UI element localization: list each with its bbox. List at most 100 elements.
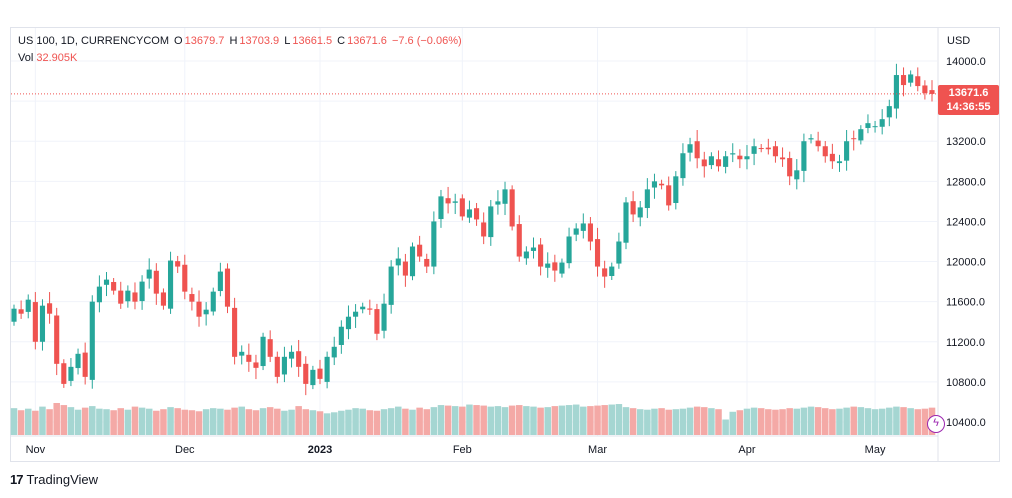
- candle-body: [189, 294, 195, 302]
- chart-frame[interactable]: [10, 27, 1000, 462]
- volume-bar: [878, 408, 886, 435]
- x-tick-label: Apr: [738, 444, 755, 456]
- volume-bar: [53, 403, 60, 435]
- volume-bar: [636, 409, 644, 435]
- open-value: 13679.7: [184, 35, 225, 47]
- candle-body: [815, 140, 821, 147]
- candle-body: [260, 336, 266, 367]
- volume-bar: [793, 408, 801, 435]
- candle-body: [552, 262, 558, 271]
- x-tick-label: May: [865, 444, 886, 456]
- candle-body: [723, 156, 729, 167]
- candle-body: [922, 85, 928, 94]
- candle-body: [851, 138, 857, 140]
- candle-body: [908, 74, 914, 83]
- candle-body: [829, 153, 835, 162]
- volume-bar: [722, 419, 729, 435]
- candle-body: [210, 291, 216, 312]
- volume-bar: [231, 407, 238, 435]
- volume-bar: [188, 410, 196, 435]
- volume-bar: [366, 410, 374, 435]
- volume-bar: [39, 406, 46, 435]
- high-value: 13703.9: [239, 35, 280, 47]
- volume-bar: [302, 409, 310, 435]
- volume-bar: [309, 410, 317, 435]
- candle-body: [808, 138, 814, 140]
- candle-body: [495, 201, 501, 205]
- volume-bar: [153, 410, 160, 435]
- candle-body: [167, 260, 174, 309]
- volume-bar: [160, 409, 167, 435]
- volume-bar: [900, 407, 907, 435]
- volume-bar: [480, 405, 487, 435]
- volume-bar: [295, 406, 302, 435]
- volume-bar: [729, 411, 737, 435]
- candle-body: [794, 170, 800, 180]
- volume-bar: [46, 409, 53, 435]
- candle-body: [459, 198, 465, 217]
- candle-body: [331, 346, 337, 358]
- volume-bar: [708, 408, 715, 435]
- candle-body: [32, 302, 38, 342]
- volume-bar: [672, 409, 680, 435]
- volume-bar: [686, 407, 694, 435]
- candle-body: [360, 306, 366, 310]
- candle-body: [424, 258, 430, 267]
- low-label: L: [284, 35, 291, 47]
- candle-body: [288, 351, 295, 359]
- volume-bar: [81, 407, 89, 435]
- volume-bar: [145, 408, 153, 435]
- x-tick-label: Nov: [26, 444, 46, 456]
- candle-body: [345, 316, 352, 330]
- volume-bar: [89, 406, 96, 435]
- volume-bar: [615, 404, 623, 435]
- candle-body: [865, 123, 871, 128]
- symbol-label[interactable]: US 100, 1D, CURRENCYCOM: [18, 35, 169, 47]
- candle-body: [89, 301, 95, 380]
- candle-body: [296, 351, 302, 367]
- tradingview-brand[interactable]: 17 TradingView: [10, 472, 98, 487]
- candle-body: [388, 266, 394, 305]
- candle-body: [224, 268, 231, 307]
- volume-bar: [651, 408, 658, 435]
- volume-bar: [32, 410, 39, 435]
- volume-bar: [750, 407, 758, 435]
- candle-body: [623, 202, 629, 243]
- candle-body: [11, 308, 17, 322]
- volume-bar: [131, 406, 139, 435]
- candle-body: [203, 309, 209, 315]
- candle-body: [267, 339, 273, 357]
- volume-bar: [402, 408, 409, 435]
- volume-bar: [779, 409, 786, 435]
- candle-body: [659, 183, 665, 186]
- candle-body: [751, 146, 757, 154]
- candle-body: [680, 153, 686, 179]
- currency-label[interactable]: USD: [947, 35, 971, 47]
- candle-body: [274, 356, 280, 377]
- volume-bar: [644, 409, 651, 435]
- candle-body: [637, 207, 643, 218]
- volume-bar: [857, 407, 865, 435]
- candle-body: [701, 159, 707, 167]
- candle-body: [836, 161, 843, 164]
- last-price-tag: 13671.6 14:36:55: [938, 85, 999, 115]
- candle-body: [787, 158, 793, 177]
- flash-icon[interactable]: ϟ: [927, 415, 945, 433]
- volume-bar: [373, 410, 381, 435]
- candle-body: [929, 90, 935, 94]
- candle-body: [153, 270, 159, 294]
- candle-body: [353, 311, 359, 317]
- volume-bar: [266, 407, 274, 435]
- volume-bar: [124, 409, 132, 435]
- volume-bar: [829, 409, 836, 435]
- candle-body: [18, 309, 24, 314]
- volume-bar: [60, 405, 68, 435]
- volume-bar: [693, 406, 701, 435]
- volume-bar: [259, 408, 267, 435]
- volume-bar: [323, 413, 331, 435]
- candle-body: [502, 189, 508, 204]
- tradingview-logo-icon: 17: [10, 472, 24, 487]
- candle-body: [644, 189, 650, 209]
- candle-body: [822, 146, 828, 157]
